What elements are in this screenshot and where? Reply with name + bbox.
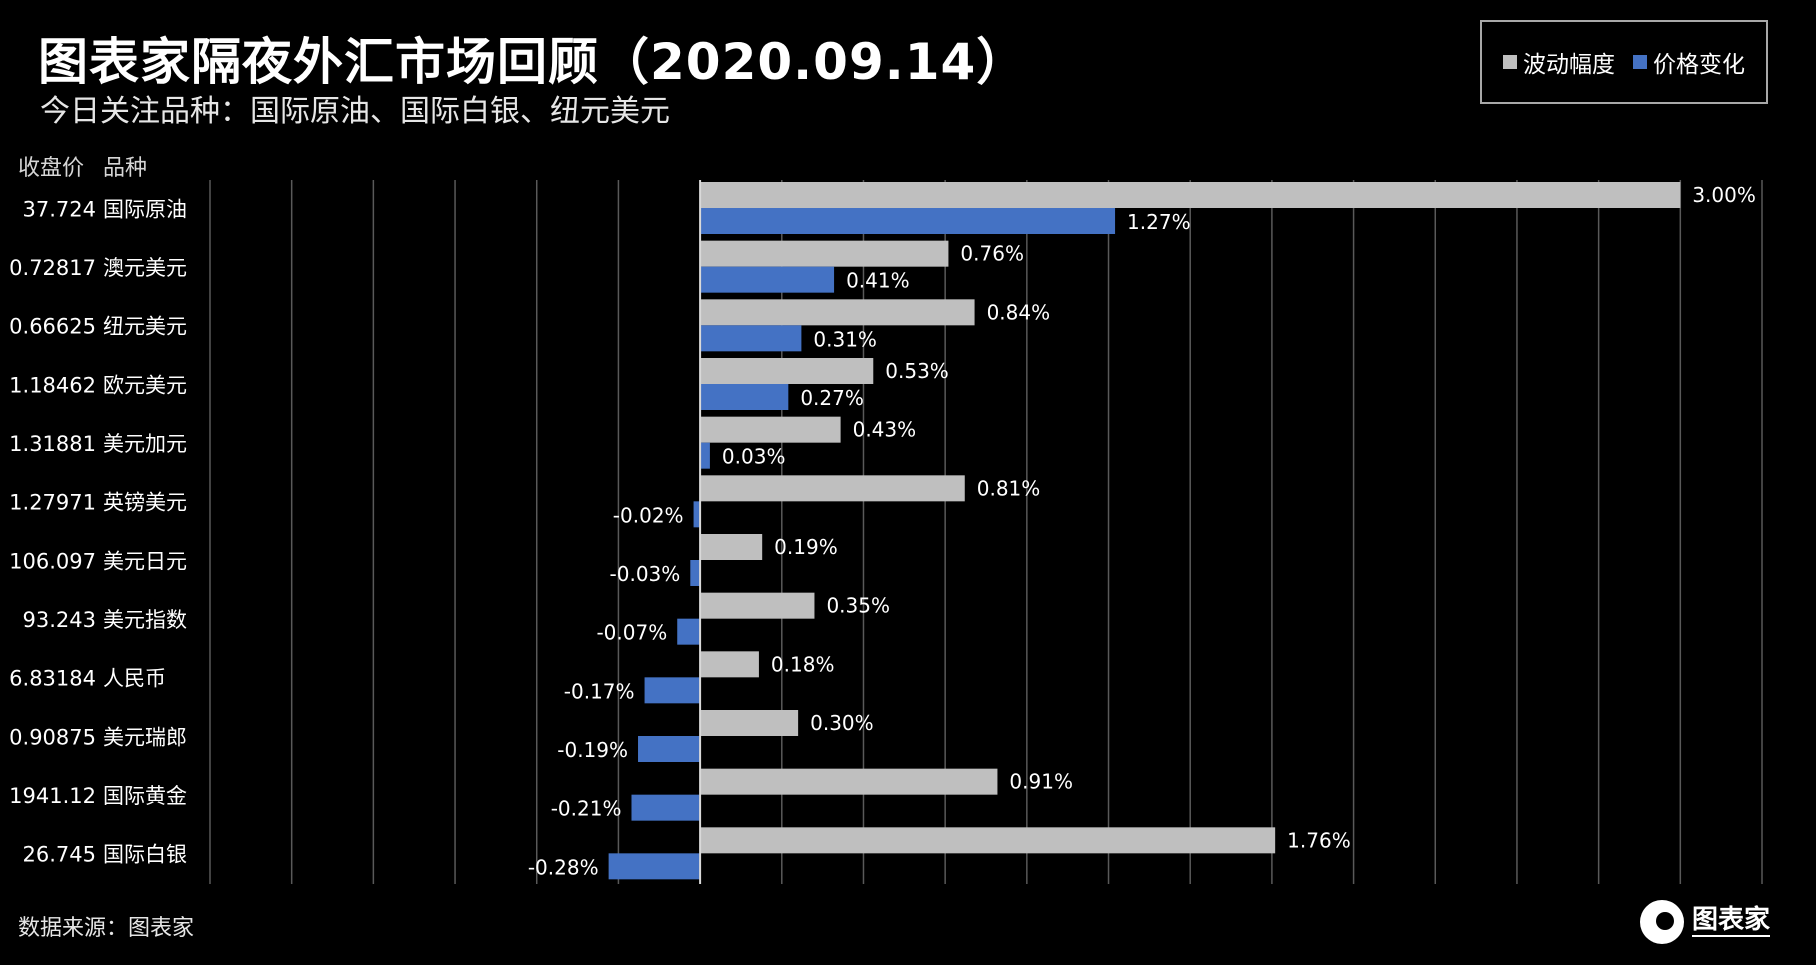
- data-label-price-change: 0.27%: [800, 386, 864, 410]
- bar-volatility: [700, 651, 759, 678]
- bar-volatility: [700, 827, 1276, 854]
- bar-volatility: [700, 358, 874, 384]
- data-label-volatility: 0.30%: [810, 711, 874, 735]
- bar-price-change: [693, 501, 701, 528]
- column-header-price: 收盘价: [18, 156, 85, 181]
- chart-title: 图表家隔夜外汇市场回顾（2020.09.14）: [38, 33, 1028, 91]
- price-label: 106.097: [9, 549, 96, 573]
- legend-item-chg: 价格变化: [1633, 45, 1745, 79]
- bar-price-change: [631, 794, 701, 821]
- legend-label-vol: 波动幅度: [1523, 52, 1615, 78]
- bar-price-change: [638, 736, 701, 762]
- category-label: 欧元美元: [103, 373, 187, 397]
- column-header-name: 品种: [103, 156, 148, 181]
- data-label-volatility: 0.76%: [960, 242, 1024, 266]
- data-label-price-change: 0.03%: [722, 445, 786, 469]
- logo-head-icon: [1640, 900, 1684, 944]
- category-label: 国际原油: [103, 197, 187, 221]
- data-label-volatility: 0.53%: [885, 359, 949, 383]
- bar-price-change: [644, 677, 701, 704]
- data-label-volatility: 0.81%: [977, 476, 1041, 500]
- data-label-volatility: 1.76%: [1287, 828, 1351, 852]
- data-label-price-change: -0.19%: [557, 738, 628, 762]
- bar-volatility: [700, 534, 763, 560]
- data-label-volatility: 3.00%: [1692, 183, 1756, 207]
- bar-volatility: [700, 592, 815, 619]
- brand-logo: 图表家: [1640, 900, 1771, 944]
- legend-label-chg: 价格变化: [1653, 52, 1745, 78]
- price-label: 0.72817: [9, 256, 96, 280]
- bar-volatility: [700, 710, 799, 736]
- logo-text: 图表家: [1692, 905, 1771, 937]
- bar-volatility: [700, 240, 949, 267]
- legend: 波动幅度 价格变化: [1480, 20, 1768, 104]
- bar-price-change: [700, 266, 835, 293]
- bar-price-change: [677, 618, 701, 645]
- data-label-price-change: -0.02%: [613, 503, 684, 527]
- category-label: 美元加元: [103, 432, 187, 456]
- price-label: 1941.12: [9, 784, 96, 808]
- chart-subtitle: 今日关注品种：国际原油、国际白银、纽元美元: [40, 94, 670, 129]
- bar-volatility: [700, 299, 975, 326]
- data-source: 数据来源：图表家: [18, 916, 195, 941]
- data-label-volatility: 0.19%: [774, 535, 838, 559]
- bar-price-change: [700, 208, 1116, 234]
- bar-volatility: [700, 182, 1681, 208]
- bar-price-change: [700, 384, 789, 410]
- price-label: 26.745: [23, 843, 96, 867]
- bar-price-change: [700, 325, 802, 352]
- category-label: 美元瑞郎: [103, 725, 187, 749]
- legend-swatch-chg: [1633, 55, 1647, 69]
- price-label: 1.31881: [9, 432, 96, 456]
- data-label-price-change: 0.41%: [846, 269, 910, 293]
- category-label: 美元日元: [103, 549, 187, 573]
- bar-price-change: [608, 853, 701, 880]
- data-label-volatility: 0.35%: [826, 594, 890, 618]
- data-label-volatility: 0.43%: [853, 418, 917, 442]
- price-label: 0.90875: [9, 725, 96, 749]
- data-label-volatility: 0.18%: [771, 652, 835, 676]
- data-label-price-change: -0.03%: [610, 562, 681, 586]
- data-label-volatility: 0.84%: [987, 300, 1051, 324]
- category-label: 纽元美元: [103, 315, 187, 339]
- category-label: 英镑美元: [103, 491, 187, 515]
- price-label: 6.83184: [9, 667, 96, 691]
- price-label: 37.724: [23, 197, 96, 221]
- legend-swatch-vol: [1503, 55, 1517, 69]
- bar-volatility: [700, 768, 998, 795]
- category-label: 人民币: [103, 667, 166, 691]
- data-label-price-change: -0.21%: [551, 797, 622, 821]
- data-label-price-change: -0.17%: [564, 679, 635, 703]
- data-label-price-change: 1.27%: [1127, 210, 1191, 234]
- bar-price-change: [700, 442, 710, 469]
- legend-item-vol: 波动幅度: [1503, 45, 1615, 79]
- bar-price-change: [690, 560, 701, 586]
- data-label-price-change: 0.31%: [813, 327, 877, 351]
- category-label: 澳元美元: [103, 256, 187, 280]
- data-label-volatility: 0.91%: [1009, 770, 1073, 794]
- bar-volatility: [700, 475, 965, 502]
- price-label: 1.18462: [9, 373, 96, 397]
- category-label: 国际黄金: [103, 784, 187, 808]
- data-label-price-change: -0.28%: [528, 855, 599, 879]
- price-label: 1.27971: [9, 491, 96, 515]
- price-label: 93.243: [23, 608, 96, 632]
- category-label: 国际白银: [103, 843, 187, 867]
- data-label-price-change: -0.07%: [596, 621, 667, 645]
- category-label: 美元指数: [103, 608, 187, 632]
- price-label: 0.66625: [9, 315, 96, 339]
- bar-volatility: [700, 416, 841, 443]
